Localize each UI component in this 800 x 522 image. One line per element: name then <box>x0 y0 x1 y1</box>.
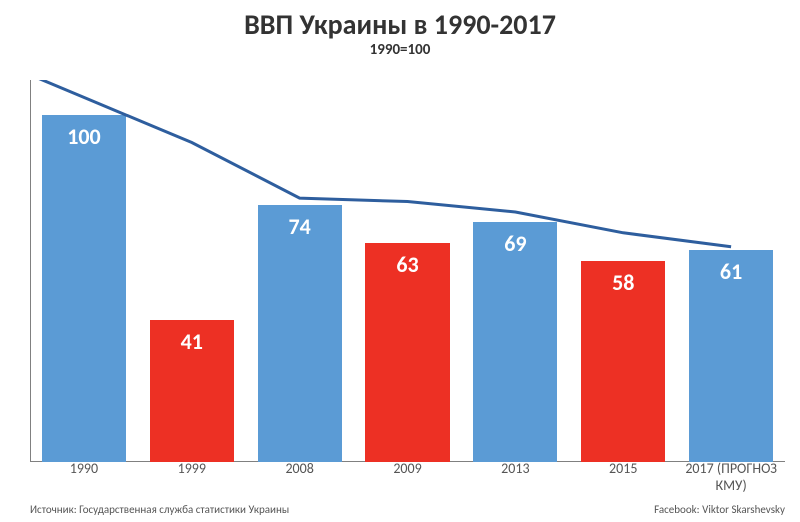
bar: 41 <box>150 320 234 462</box>
bar-slot: 61 <box>677 80 785 462</box>
bar-value-label: 69 <box>473 230 557 257</box>
chart-title: ВВП Украины в 1990-2017 <box>0 0 800 41</box>
x-axis-label: 1990 <box>30 460 138 494</box>
bars-group: 100 41 74 63 69 58 61 <box>30 80 785 462</box>
x-axis-labels: 1990199920082009201320152017 (ПРОГНОЗ КМ… <box>30 460 785 494</box>
bar: 58 <box>581 261 665 462</box>
bar-value-label: 63 <box>365 251 449 278</box>
bar: 100 <box>42 115 126 462</box>
bar-slot: 41 <box>138 80 246 462</box>
chart-container: ВВП Украины в 1990-2017 1990=100 100 41 74… <box>0 0 800 522</box>
attribution-text: Facebook: Viktor Skarshevsky <box>654 503 785 516</box>
bar-slot: 74 <box>246 80 354 462</box>
x-axis-label: 2013 <box>461 460 569 494</box>
bar-value-label: 61 <box>689 258 773 285</box>
bar: 61 <box>689 250 773 462</box>
bar: 69 <box>473 222 557 462</box>
plot-area: 100 41 74 63 69 58 61 <box>30 80 785 462</box>
bar-value-label: 74 <box>258 213 342 240</box>
bar: 74 <box>258 205 342 462</box>
x-axis-label: 2009 <box>354 460 462 494</box>
x-axis-label: 2017 (ПРОГНОЗ КМУ) <box>677 460 785 494</box>
x-axis-label: 2008 <box>246 460 354 494</box>
chart-subtitle: 1990=100 <box>0 41 800 59</box>
footer: Источник: Государственная служба статист… <box>30 503 785 516</box>
bar-slot: 63 <box>354 80 462 462</box>
bar-slot: 69 <box>461 80 569 462</box>
x-axis-label: 2015 <box>569 460 677 494</box>
bar: 63 <box>365 243 449 462</box>
x-axis-label: 1999 <box>138 460 246 494</box>
bar-slot: 100 <box>30 80 138 462</box>
bar-value-label: 41 <box>150 328 234 355</box>
bar-value-label: 100 <box>42 123 126 150</box>
source-text: Источник: Государственная служба статист… <box>30 503 289 516</box>
bar-value-label: 58 <box>581 269 665 296</box>
bar-slot: 58 <box>569 80 677 462</box>
